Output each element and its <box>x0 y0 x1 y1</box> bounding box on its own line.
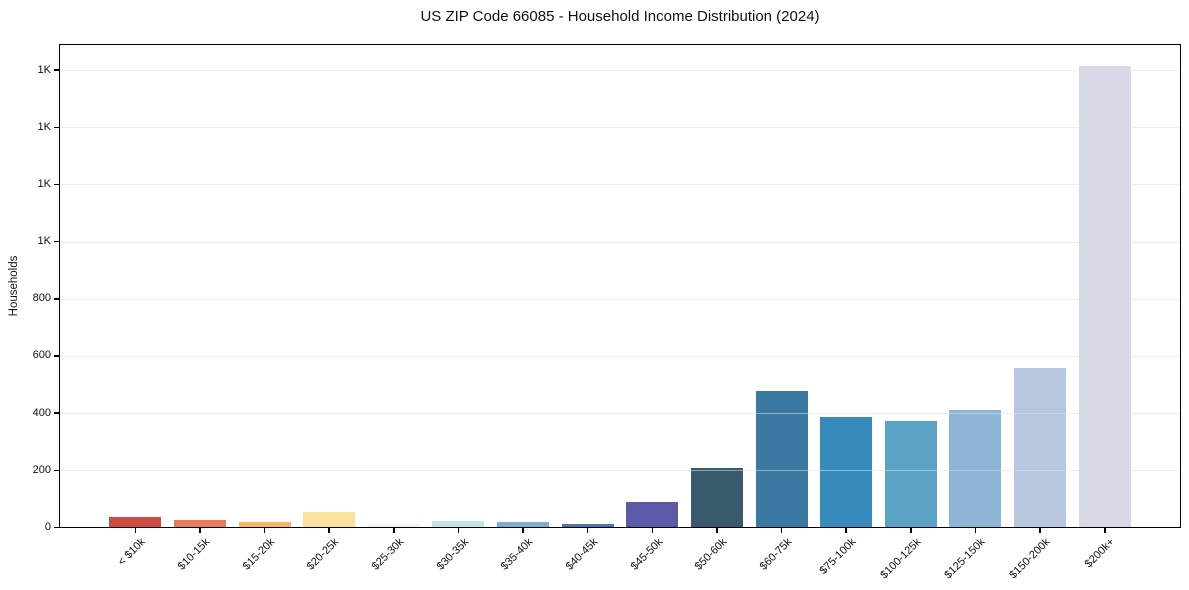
bar--60-75k <box>755 391 808 528</box>
x-tick-mark <box>716 527 718 533</box>
gridline-1000 <box>59 241 1181 243</box>
x-tick-label-text: $200k+ <box>1082 535 1118 570</box>
y-tick-mark <box>54 183 59 186</box>
bar--25-30k <box>367 524 420 528</box>
bar--20-25k <box>303 512 356 528</box>
bar--15-20k <box>238 521 291 528</box>
gridline-400 <box>59 413 1181 415</box>
x-tick-mark <box>586 527 589 533</box>
bar--150-200k <box>1014 368 1067 528</box>
x-tick-mark <box>134 527 137 533</box>
x-tick-label-text: $125-150k <box>942 535 988 581</box>
y-tick-mark <box>54 412 59 414</box>
x-tick-mark <box>263 527 266 533</box>
x-tick-mark <box>780 527 783 533</box>
x-tick-mark <box>1039 527 1041 533</box>
gridline-1200 <box>59 184 1181 186</box>
x-tick-label-text: $100-125k <box>878 535 924 581</box>
plot-area <box>59 44 1181 528</box>
x-tick-label-text: $50-60k <box>692 535 730 573</box>
y-tick-label: 600 <box>32 349 51 362</box>
gridline-1600 <box>59 70 1181 71</box>
y-tick-label: 1K <box>37 177 51 190</box>
y-tick-mark <box>54 355 59 357</box>
bar--35-40k <box>497 522 550 528</box>
x-tick-mark <box>910 527 912 533</box>
gridline-600 <box>59 355 1181 357</box>
y-tick-label: 1K <box>37 63 51 76</box>
bar--40-45k <box>561 523 614 528</box>
gridline-200 <box>59 470 1181 472</box>
bar--45-50k <box>626 501 679 528</box>
y-tick-mark <box>54 240 59 243</box>
y-tick-mark <box>54 126 59 128</box>
y-tick-label: 400 <box>32 406 51 419</box>
x-tick-label-text: $20-25k <box>305 535 342 573</box>
bar--100-125k <box>884 421 937 528</box>
x-tick-mark <box>522 527 524 533</box>
y-tick-mark <box>54 298 59 300</box>
x-tick-label-text: $40-45k <box>563 535 601 573</box>
bar--75-100k <box>820 417 873 528</box>
x-tick-label-text: $25-30k <box>369 535 407 573</box>
x-tick-label-text: $15-20k <box>240 535 278 573</box>
bar--125-150k <box>949 410 1002 528</box>
bar--200k+ <box>1078 66 1131 528</box>
x-tick-label-text: $30-35k <box>434 535 471 573</box>
x-tick-mark <box>199 527 201 533</box>
x-tick-label-text: $35-40k <box>498 535 536 573</box>
x-tick-mark <box>457 527 460 533</box>
x-tick-mark <box>845 527 847 533</box>
bar--10-15k <box>173 520 226 528</box>
x-tick-label-text: $10-15k <box>175 535 213 573</box>
x-tick-label-text: < $10k <box>115 535 148 568</box>
y-tick-label: 1K <box>37 235 51 248</box>
x-tick-mark <box>328 527 330 533</box>
x-tick-mark <box>651 527 654 533</box>
y-axis-label-text: Households <box>8 255 20 317</box>
x-tick-label-text: $45-50k <box>628 535 665 573</box>
y-tick-mark <box>54 69 59 71</box>
y-tick-label: 200 <box>32 463 51 476</box>
x-tick-label-text: $60-75k <box>757 535 795 573</box>
x-tick-label-text: $75-100k <box>817 535 859 577</box>
bar--30-35k <box>432 520 485 528</box>
x-tick-label-text: $150-200k <box>1007 535 1053 581</box>
x-tick-mark <box>1104 527 1106 533</box>
y-tick-mark <box>54 526 59 529</box>
y-tick-label: 1K <box>37 120 51 133</box>
y-tick-mark <box>54 469 59 472</box>
x-tick-mark <box>393 527 395 533</box>
gridline-800 <box>59 298 1181 300</box>
x-tick-mark <box>974 527 977 533</box>
y-tick-label: 0 <box>44 521 51 533</box>
bar--50-60k <box>690 467 743 528</box>
chart-title: US ZIP Code 66085 - Household Income Dis… <box>420 8 820 25</box>
gridline-1400 <box>59 127 1181 129</box>
y-tick-label: 800 <box>32 292 51 305</box>
bar--10k <box>109 517 162 528</box>
